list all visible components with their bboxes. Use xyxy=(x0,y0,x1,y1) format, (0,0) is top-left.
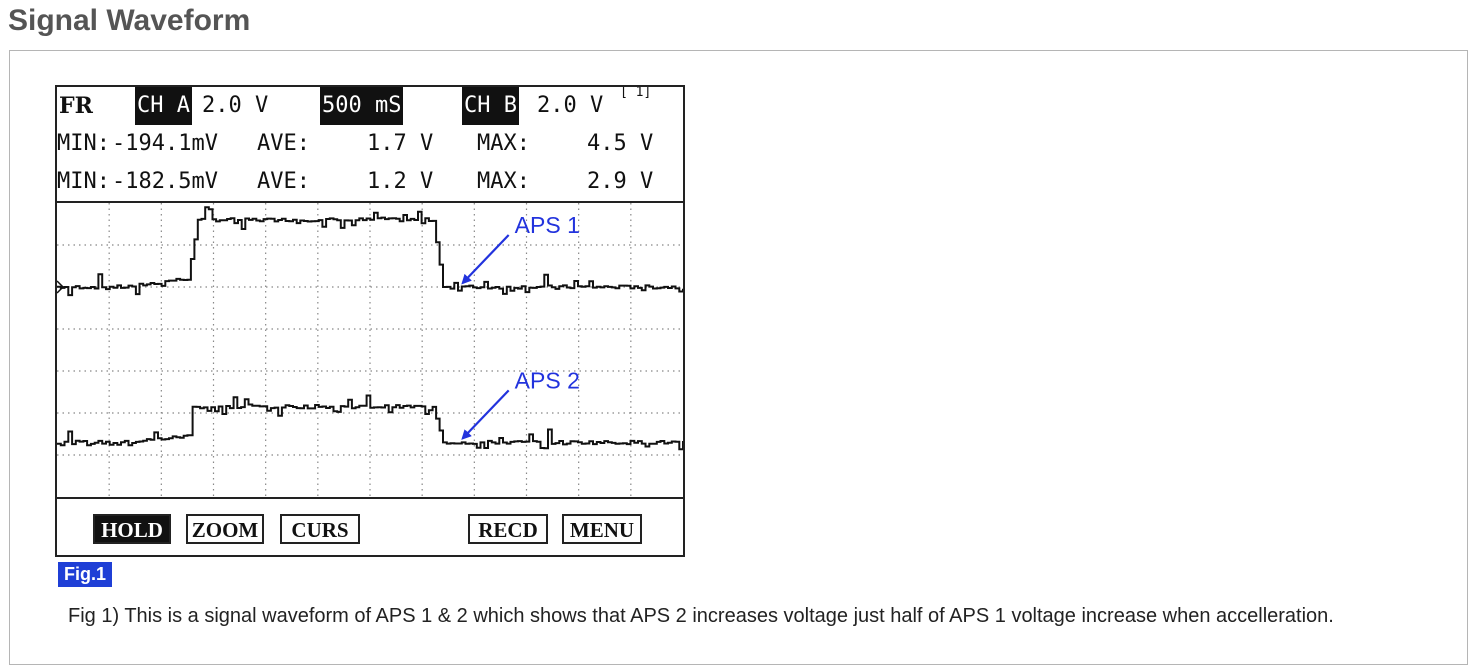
annotation-layer: APS 1 APS 2 xyxy=(461,212,580,440)
scope-header: FR CH A 2.0 V 500 mS CH B 2.0 V [ 1] MIN: -194.… xyxy=(57,87,683,201)
menu-button[interactable]: MENU xyxy=(562,514,642,544)
series-line-aps-2 xyxy=(57,394,683,451)
ch-a-label: CH A xyxy=(135,87,192,125)
annotation-label-aps-2: APS 2 xyxy=(515,367,580,393)
ch-a-min-value: -194.1mV xyxy=(112,131,218,156)
waveform-plot-area: APS 1 APS 2 xyxy=(57,201,683,499)
annotation-arrow-aps-1 xyxy=(461,234,510,285)
ch-a-max-label: MAX: xyxy=(477,131,530,156)
ch-a-min-label: MIN: xyxy=(57,131,110,156)
ch-b-scale: 2.0 V xyxy=(537,93,604,118)
series-line-aps-1 xyxy=(57,206,683,297)
oscilloscope-screen: FR CH A 2.0 V 500 mS CH B 2.0 V [ 1] MIN: -194.… xyxy=(55,85,685,557)
section-title: Signal Waveform xyxy=(8,4,251,37)
figure-badge: Fig.1 xyxy=(58,562,113,587)
ch-b-min-label: MIN: xyxy=(57,169,110,194)
hold-button[interactable]: HOLD xyxy=(93,514,171,544)
ch-b-max-value: 2.9 V xyxy=(587,169,654,194)
ch-b-ave-value: 1.2 V xyxy=(367,169,434,194)
ch-b-max-label: MAX: xyxy=(477,169,530,194)
annotation-label-aps-1: APS 1 xyxy=(515,212,580,238)
zoom-button[interactable]: ZOOM xyxy=(186,514,264,544)
channel-marker xyxy=(57,280,65,294)
figure-caption: Fig 1) This is a signal waveform of APS … xyxy=(68,605,1334,627)
ch-b-min-value: -182.5mV xyxy=(112,169,218,194)
softkey-bar: HOLD ZOOM CURS RECD MENU xyxy=(57,499,683,555)
screen-ref: [ 1] xyxy=(620,85,652,100)
waveform-chart: APS 1 APS 2 xyxy=(57,203,683,497)
annotation-arrow-aps-2 xyxy=(461,389,510,440)
series-layer xyxy=(57,206,683,451)
ch-a-ave-label: AVE: xyxy=(257,131,310,156)
mode-label: FR xyxy=(59,93,93,119)
timebase: 500 mS xyxy=(320,87,404,125)
ch-a-max-value: 4.5 V xyxy=(587,131,654,156)
ch-b-ave-label: AVE: xyxy=(257,169,310,194)
recd-button[interactable]: RECD xyxy=(468,514,548,544)
grid xyxy=(57,203,683,497)
ch-b-label: CH B xyxy=(462,87,519,125)
curs-button[interactable]: CURS xyxy=(280,514,360,544)
ch-a-ave-value: 1.7 V xyxy=(367,131,434,156)
ch-a-scale: 2.0 V xyxy=(202,93,269,118)
